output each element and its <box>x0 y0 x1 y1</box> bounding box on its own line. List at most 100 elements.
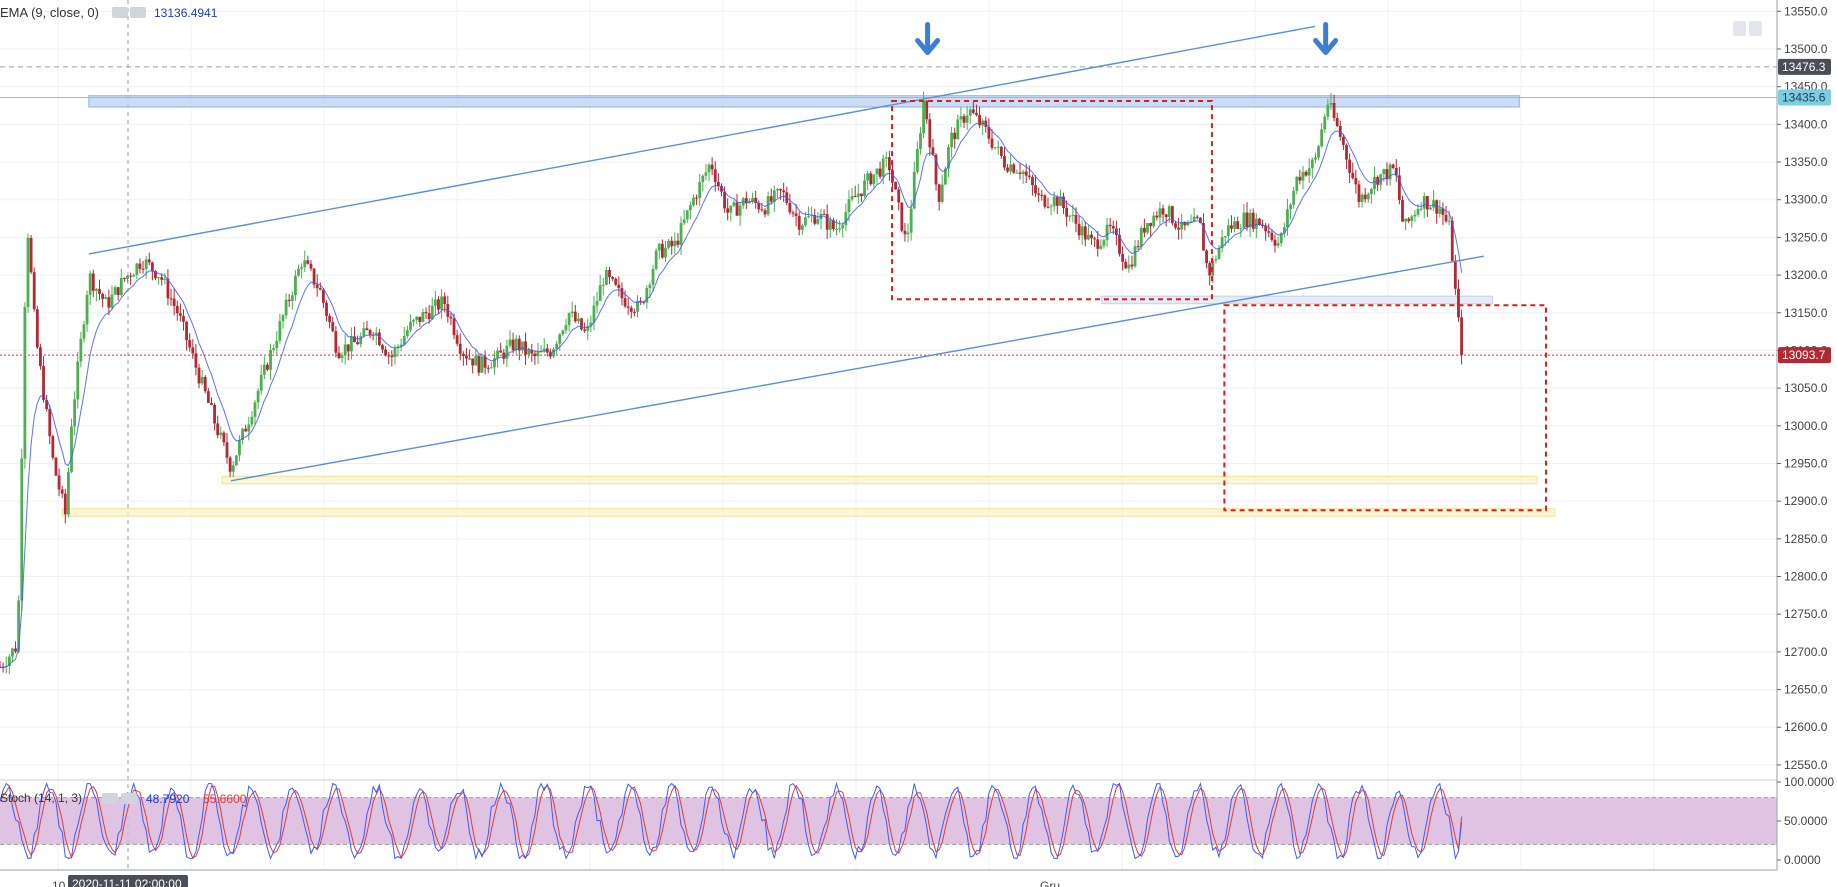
candle-body <box>449 316 453 319</box>
candle-body <box>1338 126 1342 137</box>
candle-body <box>1118 234 1121 254</box>
candlestick-series <box>0 91 1463 675</box>
candle-body <box>1080 226 1084 236</box>
candle-body <box>1270 232 1274 240</box>
price-tick-label: 13150.0 <box>1784 306 1828 320</box>
candle-body <box>651 268 655 285</box>
candle-body <box>300 267 304 269</box>
candle-body <box>869 173 873 185</box>
candle-body <box>592 305 596 323</box>
candle-body <box>723 191 726 209</box>
candle-body <box>1136 246 1140 248</box>
ema-legend-label: EMA (9, close, 0) <box>0 5 99 20</box>
candle-body <box>589 322 593 327</box>
dashed-boxes <box>891 99 1547 512</box>
candle-body <box>1314 157 1317 160</box>
candle-body <box>455 335 459 344</box>
close-icon[interactable] <box>130 7 146 18</box>
candle-body <box>1432 200 1435 208</box>
candle-body <box>943 168 947 185</box>
eye-icon[interactable] <box>112 7 128 18</box>
candle-body <box>912 171 916 209</box>
target-box <box>1223 304 1547 512</box>
candle-body <box>884 157 888 159</box>
candle-body <box>328 315 332 323</box>
candle-body <box>337 352 341 359</box>
candle-body <box>835 228 838 230</box>
candle-body <box>1031 176 1034 186</box>
price-tick-label: 12550.0 <box>1784 758 1828 772</box>
candle-body <box>206 391 210 403</box>
candle-body <box>210 402 213 405</box>
candle-body <box>1447 220 1451 222</box>
candle-body <box>1254 218 1258 229</box>
candle-body <box>359 336 363 345</box>
candle-body <box>545 348 549 353</box>
candle-body <box>14 648 17 652</box>
candle-body <box>107 297 111 308</box>
down-arrow-icon <box>915 22 941 56</box>
price-tick-label: 12900.0 <box>1784 494 1828 508</box>
candle-body <box>1357 184 1361 202</box>
candle-body <box>241 428 244 440</box>
candle-body <box>1090 234 1093 239</box>
candle-body <box>999 146 1003 157</box>
candle-body <box>533 353 537 357</box>
candle-body <box>26 238 30 307</box>
candle-body <box>1037 193 1041 195</box>
candle-body <box>73 399 77 427</box>
candle-body <box>269 349 272 370</box>
candle-body <box>751 197 754 202</box>
candle-body <box>1251 212 1255 229</box>
candle-body <box>1267 231 1271 233</box>
price-label-last <box>1778 347 1831 364</box>
candle-body <box>502 352 506 359</box>
price-tick-label: 13550.0 <box>1784 4 1828 18</box>
chart-menu-icon[interactable] <box>1749 21 1762 36</box>
eye-icon[interactable] <box>102 793 118 804</box>
price-tick-label: 12800.0 <box>1784 570 1828 584</box>
candle-body <box>1202 222 1205 251</box>
candle-body <box>1413 214 1417 217</box>
candle-body <box>1388 164 1392 180</box>
candle-body <box>294 275 297 296</box>
price-tick-label: 13400.0 <box>1784 117 1828 131</box>
candle-body <box>1062 196 1065 208</box>
candle-body <box>1034 185 1037 194</box>
candle-body <box>1087 234 1090 240</box>
price-zones <box>61 95 1556 517</box>
candle-body <box>1093 238 1097 240</box>
chart-settings-icon[interactable] <box>1733 21 1746 36</box>
candle-body <box>676 240 680 245</box>
candle-body <box>766 196 770 215</box>
candle-body <box>754 197 758 203</box>
candle-body <box>119 277 123 296</box>
candle-body <box>863 180 866 197</box>
candle-body <box>856 193 860 197</box>
candle-body <box>465 355 468 359</box>
candle-body <box>1360 194 1364 202</box>
candle-body <box>244 428 248 432</box>
candle-body <box>1233 221 1236 229</box>
candle-body <box>1323 116 1327 130</box>
candle-body <box>1018 172 1022 175</box>
close-icon[interactable] <box>121 793 137 804</box>
candle-body <box>141 268 145 270</box>
candle-body <box>922 100 925 134</box>
candle-body <box>471 358 475 366</box>
candle-body <box>266 364 269 370</box>
candle-body <box>98 288 101 294</box>
candle-body <box>1245 212 1249 228</box>
candle-body <box>1142 227 1146 233</box>
candle-body <box>1335 117 1339 127</box>
candle-body <box>1416 208 1420 215</box>
candle-body <box>614 278 618 285</box>
candle-body <box>909 208 913 233</box>
candle-body <box>822 213 826 215</box>
candle-body <box>698 182 702 199</box>
candle-body <box>710 164 714 170</box>
horizontal-levels <box>0 66 1777 356</box>
candle-body <box>1195 216 1199 218</box>
